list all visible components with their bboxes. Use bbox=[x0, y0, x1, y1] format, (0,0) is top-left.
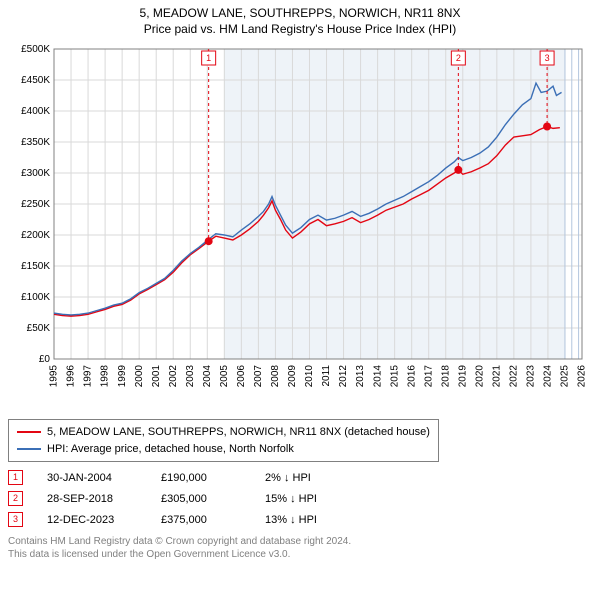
sale-point-3 bbox=[543, 123, 551, 131]
svg-text:2000: 2000 bbox=[134, 365, 145, 388]
sale-marker-3: 3 bbox=[545, 53, 550, 63]
legend-label: 5, MEADOW LANE, SOUTHREPPS, NORWICH, NR1… bbox=[47, 424, 430, 441]
svg-text:£50K: £50K bbox=[27, 323, 51, 334]
svg-text:1997: 1997 bbox=[83, 365, 94, 388]
sale-row-marker: 2 bbox=[8, 491, 23, 506]
svg-text:2010: 2010 bbox=[304, 365, 315, 388]
svg-text:2012: 2012 bbox=[338, 365, 349, 388]
svg-text:2008: 2008 bbox=[270, 365, 281, 388]
svg-text:2001: 2001 bbox=[151, 365, 162, 388]
svg-text:2022: 2022 bbox=[509, 365, 520, 388]
svg-text:2002: 2002 bbox=[168, 365, 179, 388]
svg-text:2015: 2015 bbox=[389, 365, 400, 388]
sale-point-2 bbox=[454, 166, 462, 174]
chart-title-line1: 5, MEADOW LANE, SOUTHREPPS, NORWICH, NR1… bbox=[8, 6, 592, 22]
chart-container: 5, MEADOW LANE, SOUTHREPPS, NORWICH, NR1… bbox=[0, 0, 600, 569]
svg-text:2014: 2014 bbox=[372, 365, 383, 388]
sale-marker-2: 2 bbox=[456, 53, 461, 63]
svg-text:2017: 2017 bbox=[423, 365, 434, 388]
sale-marker-1: 1 bbox=[206, 53, 211, 63]
svg-text:£300K: £300K bbox=[21, 168, 50, 179]
sale-hpi-diff: 15% ↓ HPI bbox=[265, 493, 345, 505]
svg-text:2011: 2011 bbox=[321, 365, 332, 387]
svg-text:2004: 2004 bbox=[202, 365, 213, 388]
sale-row: 3 12-DEC-2023 £375,000 13% ↓ HPI bbox=[8, 512, 592, 527]
sale-point-1 bbox=[205, 237, 213, 245]
legend-box: 5, MEADOW LANE, SOUTHREPPS, NORWICH, NR1… bbox=[8, 419, 439, 462]
sale-row-marker: 1 bbox=[8, 470, 23, 485]
sale-hpi-diff: 2% ↓ HPI bbox=[265, 472, 345, 484]
svg-text:2006: 2006 bbox=[236, 365, 247, 388]
svg-text:2016: 2016 bbox=[406, 365, 417, 388]
svg-text:£500K: £500K bbox=[21, 44, 50, 55]
svg-text:2026: 2026 bbox=[577, 365, 588, 388]
legend-row: 5, MEADOW LANE, SOUTHREPPS, NORWICH, NR1… bbox=[17, 424, 430, 441]
svg-text:1999: 1999 bbox=[117, 365, 128, 388]
sale-row-marker: 3 bbox=[8, 512, 23, 527]
svg-text:£100K: £100K bbox=[21, 292, 50, 303]
footer-line2: This data is licensed under the Open Gov… bbox=[8, 548, 592, 561]
svg-text:£350K: £350K bbox=[21, 137, 50, 148]
svg-text:2013: 2013 bbox=[355, 365, 366, 388]
legend-label: HPI: Average price, detached house, Nort… bbox=[47, 441, 294, 458]
sale-price: £305,000 bbox=[161, 493, 241, 505]
svg-text:1996: 1996 bbox=[66, 365, 77, 388]
svg-text:2025: 2025 bbox=[560, 365, 571, 388]
svg-text:2021: 2021 bbox=[491, 365, 502, 388]
chart-plot: £0 £50K £100K £150K £200K £250K £300K £350K £400… bbox=[8, 43, 592, 413]
svg-text:2003: 2003 bbox=[185, 365, 196, 388]
svg-text:1998: 1998 bbox=[100, 365, 111, 388]
chart-title-line2: Price paid vs. HM Land Registry's House … bbox=[8, 22, 592, 38]
svg-text:2024: 2024 bbox=[543, 365, 554, 388]
svg-text:2005: 2005 bbox=[219, 365, 230, 388]
svg-text:2023: 2023 bbox=[526, 365, 537, 388]
svg-text:£450K: £450K bbox=[21, 75, 50, 86]
svg-text:£0: £0 bbox=[39, 354, 51, 365]
svg-text:2009: 2009 bbox=[287, 365, 298, 388]
svg-text:2018: 2018 bbox=[440, 365, 451, 388]
svg-text:£400K: £400K bbox=[21, 106, 50, 117]
sale-date: 12-DEC-2023 bbox=[47, 514, 137, 526]
svg-text:2019: 2019 bbox=[457, 365, 468, 388]
sale-price: £190,000 bbox=[161, 472, 241, 484]
chart-svg: £0 £50K £100K £150K £200K £250K £300K £350K £400… bbox=[8, 43, 592, 413]
sale-row: 1 30-JAN-2004 £190,000 2% ↓ HPI bbox=[8, 470, 592, 485]
svg-text:£200K: £200K bbox=[21, 230, 50, 241]
sale-date: 28-SEP-2018 bbox=[47, 493, 137, 505]
legend-swatch bbox=[17, 448, 41, 450]
sale-date: 30-JAN-2004 bbox=[47, 472, 137, 484]
legend-row: HPI: Average price, detached house, Nort… bbox=[17, 441, 430, 458]
sale-row: 2 28-SEP-2018 £305,000 15% ↓ HPI bbox=[8, 491, 592, 506]
sale-hpi-diff: 13% ↓ HPI bbox=[265, 514, 345, 526]
legend-swatch bbox=[17, 431, 41, 433]
svg-text:2020: 2020 bbox=[474, 365, 485, 388]
svg-text:2007: 2007 bbox=[253, 365, 264, 388]
svg-text:£250K: £250K bbox=[21, 199, 50, 210]
sale-price: £375,000 bbox=[161, 514, 241, 526]
svg-text:£150K: £150K bbox=[21, 261, 50, 272]
svg-text:1995: 1995 bbox=[49, 365, 60, 388]
sales-table: 1 30-JAN-2004 £190,000 2% ↓ HPI 2 28-SEP-2018… bbox=[8, 470, 592, 527]
footer-attribution: Contains HM Land Registry data © Crown c… bbox=[8, 535, 592, 561]
footer-line1: Contains HM Land Registry data © Crown c… bbox=[8, 535, 592, 548]
